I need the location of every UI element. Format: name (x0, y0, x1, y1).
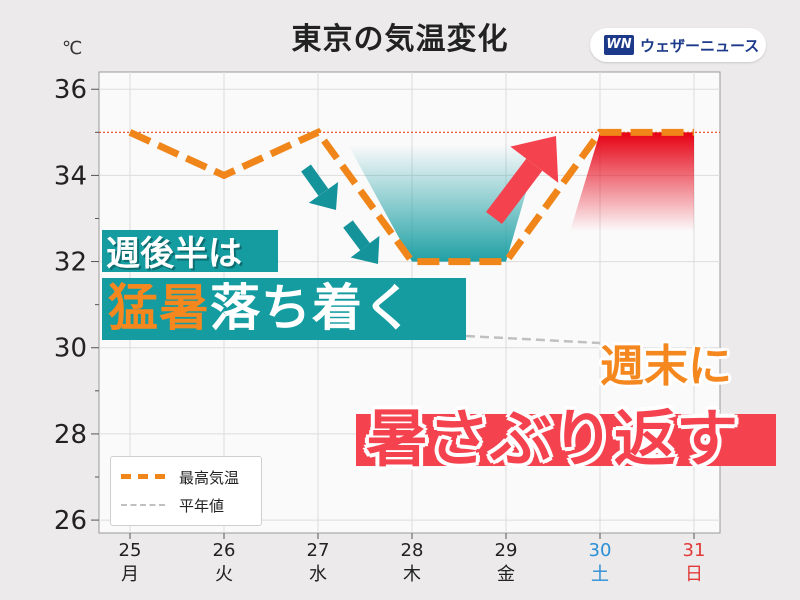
x-tick-label: 26 (213, 540, 236, 561)
y-tick-label: 32 (54, 248, 87, 278)
x-weekday-label: 土 (591, 564, 609, 585)
x-tick-label: 28 (401, 540, 424, 561)
cooling-gradient (348, 144, 540, 262)
down-arrow-icon-shaft (343, 220, 370, 251)
x-weekday-label: 日 (685, 564, 703, 585)
y-tick-label: 34 (54, 161, 87, 191)
legend-item-normal: 平年値 (121, 493, 261, 517)
chart-title: 東京の気温変化 (291, 22, 509, 57)
up-arrow-icon-head (510, 136, 559, 183)
down-arrow-icon (343, 220, 380, 264)
down-arrow-icon-head (308, 181, 339, 210)
up-arrow-icon-shaft (486, 158, 543, 225)
legend: 最高気温 平年値 (110, 456, 262, 526)
y-tick-label: 36 (54, 75, 87, 105)
legend-item-max: 最高気温 (121, 465, 261, 489)
legend-swatch-max (121, 474, 165, 479)
x-weekday-label: 金 (497, 564, 515, 585)
caption4-background (356, 414, 776, 466)
caption1-background (102, 230, 278, 272)
weathernews-logo-mark: WN (604, 35, 634, 55)
down-arrow-icon (301, 164, 339, 210)
x-tick-label: 29 (495, 540, 518, 561)
caption-line4: 暑さぶり返す (366, 402, 739, 475)
x-weekday-label: 火 (215, 564, 233, 585)
caption-line2-rest: 落ち着く (210, 279, 414, 337)
x-tick-label: 31 (683, 540, 706, 561)
caption-line2: 猛暑落ち着く (108, 268, 414, 340)
y-tick-label: 28 (54, 420, 87, 450)
down-arrow-icon-shaft (301, 164, 329, 196)
weathernews-logo-text: ウェザーニュース (640, 37, 760, 55)
x-tick-label: 25 (119, 540, 142, 561)
weathernews-logo: WN ウェザーニュース (590, 28, 766, 62)
caption-line1: 週後半は (106, 234, 242, 274)
x-weekday-label: 水 (309, 564, 327, 585)
y-tick-label: 30 (54, 334, 87, 364)
x-weekday-label: 月 (121, 564, 139, 585)
x-tick-label: 30 (589, 540, 612, 561)
y-axis-unit: ℃ (62, 38, 83, 59)
y-tick-label: 26 (54, 506, 87, 536)
down-arrow-icon-head (350, 235, 380, 264)
heat-gradient (570, 132, 694, 232)
up-arrow-icon (486, 136, 559, 225)
caption-line3: 週末に (600, 341, 732, 392)
caption2-background (102, 278, 466, 340)
legend-label-normal: 平年値 (179, 497, 225, 515)
caption-line2-highlight: 猛暑 (108, 279, 210, 337)
legend-swatch-normal (121, 504, 165, 506)
legend-label-max: 最高気温 (179, 469, 240, 487)
x-weekday-label: 木 (403, 564, 421, 585)
normal-line (465, 334, 601, 345)
x-tick-label: 27 (307, 540, 330, 561)
